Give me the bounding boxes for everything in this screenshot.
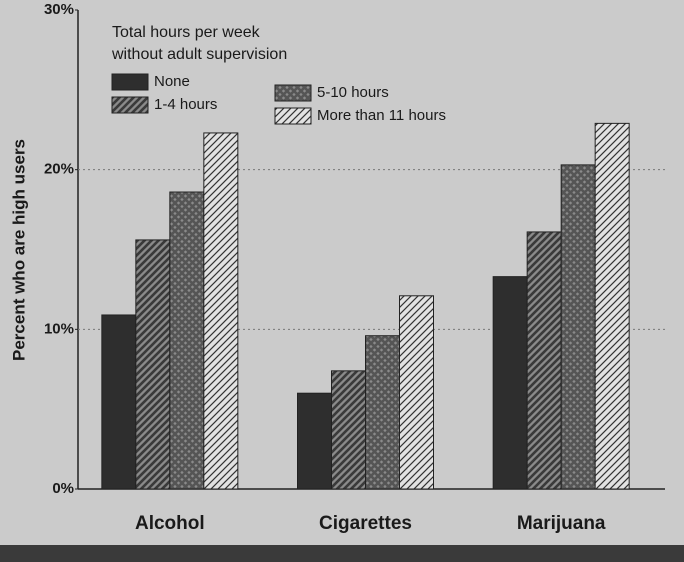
chart: Percent who are high users Total hours p…: [0, 0, 684, 562]
legend-label: More than 11 hours: [317, 107, 446, 124]
bar: [366, 336, 400, 489]
legend-swatch: [112, 74, 148, 90]
y-tick-label: 10%: [44, 320, 74, 337]
bar: [400, 296, 434, 489]
legend-swatch: [275, 108, 311, 124]
y-tick-label: 20%: [44, 161, 74, 178]
legend-label: None: [154, 73, 190, 90]
legend-label: 5-10 hours: [317, 84, 389, 101]
bar: [136, 240, 170, 489]
legend-swatch: [275, 85, 311, 101]
legend-title: Total hours per week: [112, 24, 261, 41]
legend-title: without adult supervision: [111, 46, 287, 63]
x-tick-label: Marijuana: [517, 513, 606, 534]
legend-label: 1-4 hours: [154, 96, 217, 113]
bottom-band: [0, 545, 684, 562]
x-tick-label: Cigarettes: [319, 513, 412, 534]
bar: [170, 192, 204, 489]
y-tick-label: 0%: [52, 480, 74, 497]
bar: [102, 315, 136, 489]
x-tick-label: Alcohol: [135, 513, 205, 534]
legend-swatch: [112, 97, 148, 113]
bar: [204, 133, 238, 489]
bar: [561, 165, 595, 489]
bar: [332, 371, 366, 489]
bar: [527, 232, 561, 489]
bar: [493, 277, 527, 489]
bar: [298, 393, 332, 489]
bar: [595, 123, 629, 489]
y-axis-label: Percent who are high users: [9, 139, 28, 361]
y-tick-label: 30%: [44, 1, 74, 18]
